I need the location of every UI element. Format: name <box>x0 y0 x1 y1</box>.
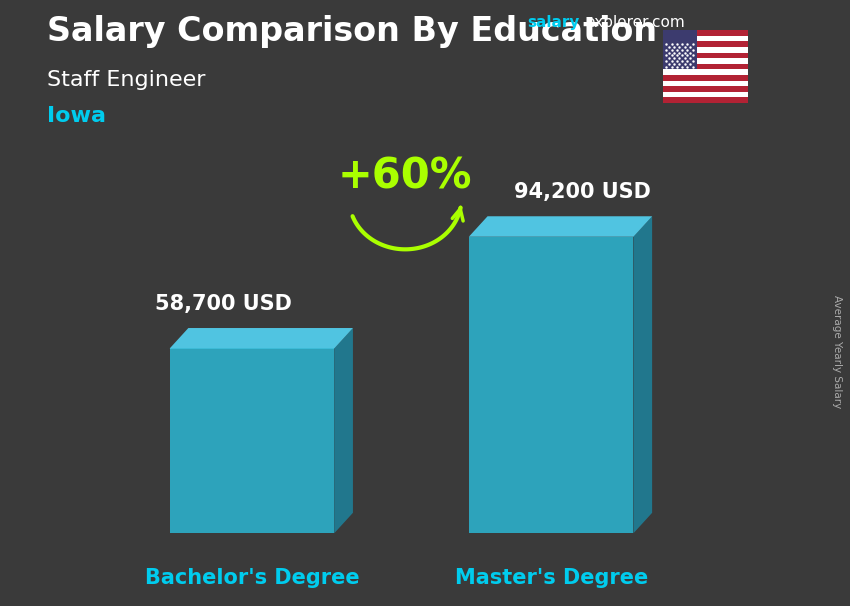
Text: Bachelor's Degree: Bachelor's Degree <box>144 568 360 588</box>
Bar <box>663 53 748 58</box>
Bar <box>663 36 748 41</box>
Polygon shape <box>469 237 633 533</box>
Text: 58,700 USD: 58,700 USD <box>155 294 292 314</box>
Text: 94,200 USD: 94,200 USD <box>513 182 650 202</box>
Polygon shape <box>633 216 652 533</box>
Text: Salary Comparison By Education: Salary Comparison By Education <box>47 15 657 48</box>
Bar <box>663 30 697 70</box>
Polygon shape <box>469 216 652 237</box>
Text: salary: salary <box>527 15 580 30</box>
Polygon shape <box>170 328 353 348</box>
Bar <box>663 70 748 75</box>
Bar <box>663 58 748 64</box>
Bar <box>663 86 748 92</box>
Text: Master's Degree: Master's Degree <box>455 568 648 588</box>
Bar <box>663 47 748 53</box>
Polygon shape <box>334 328 353 533</box>
Polygon shape <box>170 348 334 533</box>
Bar <box>663 75 748 81</box>
Text: Average Yearly Salary: Average Yearly Salary <box>832 295 842 408</box>
Text: Staff Engineer: Staff Engineer <box>47 70 205 90</box>
Text: explorer.com: explorer.com <box>585 15 684 30</box>
Bar <box>663 64 748 70</box>
Bar <box>663 30 748 36</box>
Text: +60%: +60% <box>338 155 473 198</box>
Bar <box>663 41 748 47</box>
Bar <box>663 81 748 86</box>
Bar <box>663 98 748 103</box>
Bar <box>663 92 748 98</box>
Text: Iowa: Iowa <box>47 106 105 126</box>
